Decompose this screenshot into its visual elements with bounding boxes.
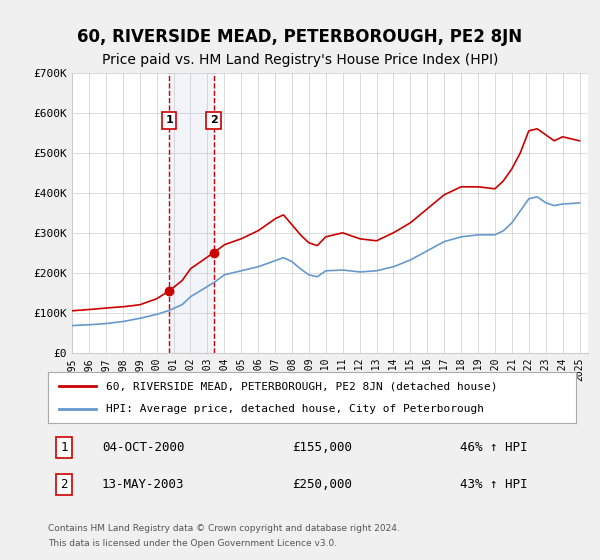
Text: 46% ↑ HPI: 46% ↑ HPI <box>460 441 527 454</box>
Text: 60, RIVERSIDE MEAD, PETERBOROUGH, PE2 8JN: 60, RIVERSIDE MEAD, PETERBOROUGH, PE2 8J… <box>77 28 523 46</box>
Text: 60, RIVERSIDE MEAD, PETERBOROUGH, PE2 8JN (detached house): 60, RIVERSIDE MEAD, PETERBOROUGH, PE2 8J… <box>106 381 497 391</box>
Text: HPI: Average price, detached house, City of Peterborough: HPI: Average price, detached house, City… <box>106 404 484 414</box>
Bar <box>169 73 214 353</box>
Text: 13-MAY-2003: 13-MAY-2003 <box>102 478 184 491</box>
Text: This data is licensed under the Open Government Licence v3.0.: This data is licensed under the Open Gov… <box>48 539 337 548</box>
Text: 2: 2 <box>210 115 217 125</box>
Text: 43% ↑ HPI: 43% ↑ HPI <box>460 478 527 491</box>
Text: 1: 1 <box>60 441 68 454</box>
Text: Contains HM Land Registry data © Crown copyright and database right 2024.: Contains HM Land Registry data © Crown c… <box>48 524 400 533</box>
Text: £155,000: £155,000 <box>293 441 353 454</box>
Text: 2: 2 <box>60 478 68 491</box>
Text: £250,000: £250,000 <box>293 478 353 491</box>
Text: Price paid vs. HM Land Registry's House Price Index (HPI): Price paid vs. HM Land Registry's House … <box>102 53 498 67</box>
Text: 1: 1 <box>166 115 173 125</box>
Text: 04-OCT-2000: 04-OCT-2000 <box>102 441 184 454</box>
